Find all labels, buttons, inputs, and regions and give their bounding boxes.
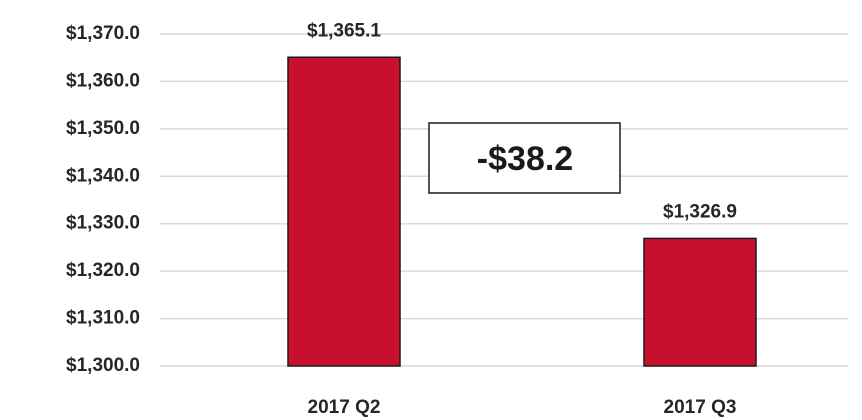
value-label: $1,365.1: [307, 20, 381, 41]
annotation: -$38.2: [477, 140, 573, 178]
y-tick-label: $1,350.0: [66, 118, 140, 139]
y-tick-label: $1,340.0: [66, 165, 140, 186]
y-tick-label: $1,310.0: [66, 308, 140, 329]
y-tick-label: $1,370.0: [66, 23, 140, 44]
y-tick-label: $1,330.0: [66, 213, 140, 234]
bar: [287, 56, 401, 367]
y-tick-label: $1,300.0: [66, 355, 140, 376]
annotation-box: [428, 122, 621, 194]
y-tick-label: $1,320.0: [66, 260, 140, 281]
y-tick-label: $1,360.0: [66, 70, 140, 91]
value-label: $1,326.9: [663, 201, 737, 222]
x-tick-label: 2017 Q2: [308, 397, 381, 418]
bar: [643, 237, 757, 367]
x-tick-label: 2017 Q3: [664, 397, 737, 418]
